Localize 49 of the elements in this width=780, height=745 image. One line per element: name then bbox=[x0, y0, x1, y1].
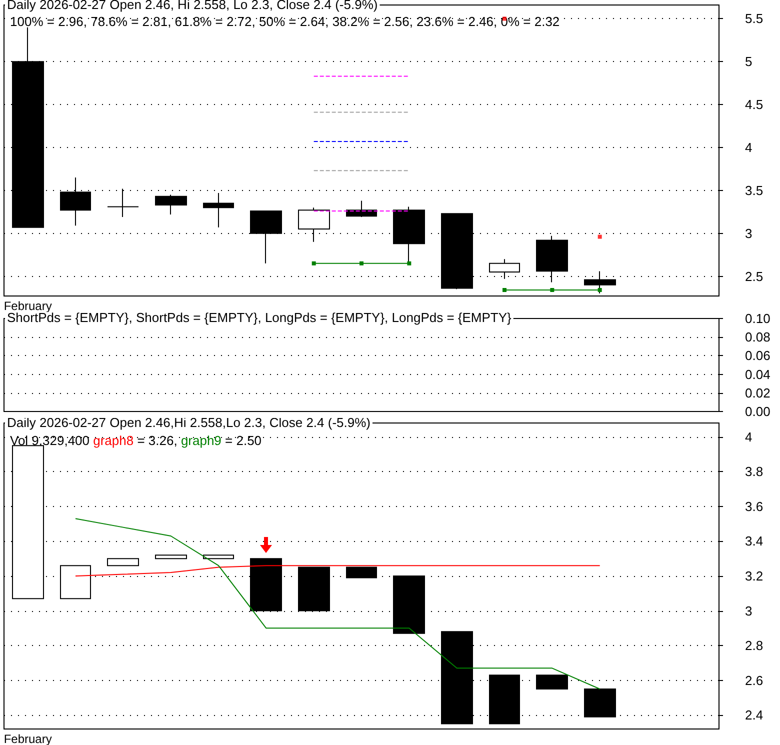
candlestick bbox=[346, 566, 377, 578]
y-tick-label: 4 bbox=[745, 429, 752, 444]
y-tick-label: 2.5 bbox=[745, 268, 764, 284]
y-tick-label: 3.4 bbox=[745, 534, 764, 549]
y-tick-label: 3 bbox=[745, 226, 752, 241]
y-tick-label: 3.5 bbox=[745, 182, 764, 198]
y-tick-label: 5.5 bbox=[745, 11, 764, 26]
point bbox=[407, 261, 412, 266]
y-tick-label: 3.8 bbox=[745, 464, 764, 480]
candlestick bbox=[107, 558, 139, 566]
candlestick bbox=[203, 554, 234, 560]
point bbox=[550, 288, 554, 292]
candlestick bbox=[203, 192, 234, 228]
point bbox=[360, 261, 364, 266]
candlestick bbox=[346, 200, 377, 218]
y-tick-label: 0.06 bbox=[745, 348, 770, 364]
point bbox=[312, 261, 316, 266]
candlestick bbox=[155, 554, 187, 560]
annotation: = 2.50 bbox=[221, 433, 262, 448]
y-tick-label: 5 bbox=[745, 54, 752, 70]
y-tick-label: 0.08 bbox=[745, 330, 770, 345]
line-series bbox=[75, 518, 600, 690]
y-tick-label: 0.00 bbox=[745, 404, 770, 419]
y-tick-label: 0.04 bbox=[745, 366, 770, 382]
y-tick-label: 2.6 bbox=[745, 672, 764, 688]
line-series bbox=[75, 565, 600, 576]
point bbox=[598, 234, 602, 239]
candlestick bbox=[155, 194, 187, 215]
text: graph9 bbox=[180, 433, 222, 448]
point bbox=[502, 288, 506, 292]
y-tick-label: 2.4 bbox=[745, 708, 764, 723]
candlestick bbox=[536, 674, 568, 690]
annotation: = 3.26, bbox=[134, 433, 181, 448]
annotation: 100% = 2.96, 78.6% = 2.81, 61.8% = 2.72, 50% = 2.64, 38.2% = 2.56, 23.6% = 2.46, 0% = 2.32 bbox=[10, 14, 560, 29]
y-tick-label: 2.8 bbox=[745, 638, 764, 654]
y-tick-label: 0.10 bbox=[745, 311, 770, 326]
candlestick bbox=[393, 576, 425, 634]
y-tick-label: 0.02 bbox=[745, 385, 770, 400]
y-tick-label: 3.2 bbox=[745, 568, 764, 584]
candlestick bbox=[60, 565, 91, 600]
candlestick bbox=[584, 688, 616, 718]
y-tick-label: 4.5 bbox=[745, 97, 764, 112]
text: graph8 bbox=[93, 433, 134, 448]
y-tick-label: 3 bbox=[745, 603, 752, 618]
y-tick-label: 3.6 bbox=[745, 498, 764, 514]
y-tick-label: 4 bbox=[745, 140, 752, 155]
annotation: Vol 9,329,400 bbox=[10, 433, 94, 448]
candlestick bbox=[489, 258, 520, 280]
point bbox=[598, 288, 602, 292]
